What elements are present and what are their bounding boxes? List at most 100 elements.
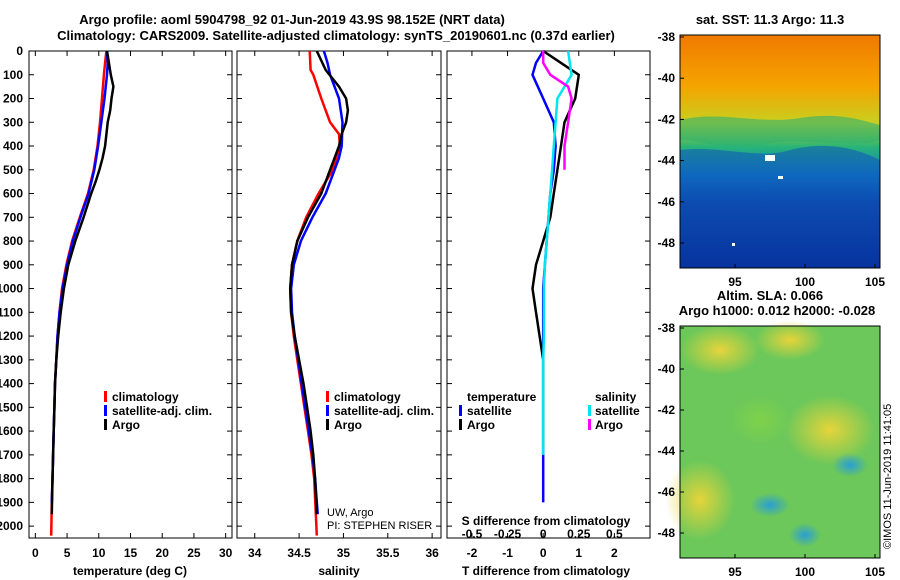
legend-sal-argo: Argo <box>595 418 623 432</box>
map-x-tick-label: 95 <box>728 565 742 579</box>
sla-map-title-line1: Altim. SLA: 0.066 <box>717 288 823 303</box>
series-line-climatology <box>49 50 108 536</box>
sla-map <box>665 320 881 559</box>
figure-title-line1: Argo profile: aoml 5904798_92 01-Jun-201… <box>79 12 505 27</box>
legend-swatch-argo <box>104 419 107 430</box>
depth-tick-label: 800 <box>3 234 23 248</box>
depth-axis: 0 100 200 300 400 500 600 700 800 900 1000 1100 1200… <box>0 44 650 533</box>
x-tick-label: 20 <box>156 546 170 560</box>
depth-tick-label: 100 <box>3 68 23 82</box>
sla-high-anomaly <box>665 460 735 540</box>
figure-title-line2: Climatology: CARS2009. Satellite-adjuste… <box>57 28 615 43</box>
legend-swatch-climatology <box>326 391 329 402</box>
sla-high-anomaly <box>680 325 760 375</box>
sst-front <box>680 115 880 147</box>
x-tick-label: 36 <box>425 546 439 560</box>
map-y-tick-label: -46 <box>658 485 676 499</box>
depth-tick-label: 300 <box>3 115 23 129</box>
legend-header-salinity: salinity <box>595 390 637 404</box>
secondary-x-tick-label: -0.5 <box>462 527 483 541</box>
secondary-x-tick-label: 0 <box>540 527 547 541</box>
t-difference-xlabel: T difference from climatology <box>462 564 630 578</box>
legend-swatch-satellite <box>326 405 329 416</box>
map-x-tick-label: 105 <box>865 565 885 579</box>
x-tick-label: 30 <box>219 546 233 560</box>
depth-tick-label: 900 <box>3 258 23 272</box>
depth-tick-label: 600 <box>3 187 23 201</box>
legend-temp-argo: Argo <box>467 418 495 432</box>
depth-tick-label: 1300 <box>0 353 23 367</box>
sst-map-frame <box>679 34 881 269</box>
depth-tick-label: 1200 <box>0 329 23 343</box>
map-y-tick-label: -48 <box>658 526 676 540</box>
sla-map-axes: -38 -40 -42 -44 -46 -48 95 100 105 <box>658 321 886 579</box>
sst-map-axes: -38 -40 -42 -44 -46 -48 95 100 105 <box>658 30 886 289</box>
sst-map-title: sat. SST: 11.3 Argo: 11.3 <box>696 12 844 27</box>
depth-tick-label: 200 <box>3 92 23 106</box>
temperature-panel-frame <box>28 50 233 539</box>
sst-map <box>679 34 881 269</box>
map-y-tick-label: -40 <box>658 362 676 376</box>
x-tick-label: 0 <box>540 546 547 560</box>
map-y-tick-label: -44 <box>658 154 676 168</box>
legend-swatch-temp-satellite <box>459 405 462 416</box>
map-x-tick-label: 100 <box>795 275 815 289</box>
map-y-tick-label: -46 <box>658 195 676 209</box>
secondary-x-tick-label: -0.25 <box>494 527 522 541</box>
sla-low-anomaly <box>832 453 868 477</box>
x-tick-label: -1 <box>502 546 513 560</box>
depth-tick-label: 2000 <box>0 519 23 533</box>
depth-tick-label: 1000 <box>0 282 23 296</box>
s-difference-xlabel: S difference from climatology <box>462 514 631 528</box>
x-tick-label: 15 <box>124 546 138 560</box>
legend-header-temperature: temperature <box>467 390 537 404</box>
depth-tick-label: 1500 <box>0 400 23 414</box>
depth-tick-label: 1900 <box>0 495 23 509</box>
credit-line2: PI: STEPHEN RISER <box>327 520 432 532</box>
depth-tick-label: 400 <box>3 139 23 153</box>
sla-map-frame <box>679 325 881 559</box>
credit-line1: UW, Argo <box>327 507 373 519</box>
sst-missing-patch <box>765 155 775 161</box>
sla-mid-anomaly <box>730 395 790 445</box>
series-line-salinity-satellite <box>541 50 573 455</box>
temperature-xlabel: temperature (deg C) <box>73 564 187 578</box>
legend-climatology: climatology <box>112 390 179 404</box>
depth-tick-label: 0 <box>16 44 23 58</box>
sst-cold-region <box>680 145 880 268</box>
map-x-tick-label: 105 <box>865 275 885 289</box>
sla-low-anomaly <box>789 523 821 547</box>
legend-satellite: satellite-adj. clim. <box>334 404 434 418</box>
legend-swatch-climatology <box>104 391 107 402</box>
x-tick-label: 34 <box>248 546 262 560</box>
secondary-x-tick-label: 0.5 <box>606 527 623 541</box>
series-line-argo <box>50 50 115 515</box>
sst-missing-patch <box>778 176 783 179</box>
salinity-panel-frame <box>236 50 442 539</box>
salinity-panel: 34 34.5 35 35.5 36 <box>248 50 439 560</box>
x-tick-label: 35 <box>337 546 351 560</box>
legend-argo: Argo <box>112 418 140 432</box>
depth-tick-label: 500 <box>3 163 23 177</box>
legend-argo: Argo <box>334 418 362 432</box>
depth-tick-label: 1600 <box>0 424 23 438</box>
secondary-x-tick-label: 0.25 <box>567 527 591 541</box>
map-y-tick-label: -48 <box>658 236 676 250</box>
map-y-tick-label: -44 <box>658 444 676 458</box>
depth-tick-label: 1700 <box>0 448 23 462</box>
map-x-tick-label: 100 <box>795 565 815 579</box>
sst-missing-patch <box>732 243 735 246</box>
map-y-tick-label: -38 <box>658 30 676 44</box>
depth-tick-label: 1100 <box>0 305 23 319</box>
legend-swatch-argo <box>326 419 329 430</box>
map-y-tick-label: -38 <box>658 321 676 335</box>
x-tick-label: 1 <box>575 546 582 560</box>
temperature-legend: climatology satellite-adj. clim. Argo <box>104 390 212 432</box>
legend-swatch-sal-satellite <box>588 405 591 416</box>
map-y-tick-label: -42 <box>658 403 676 417</box>
x-tick-label: 2 <box>611 546 618 560</box>
sla-high-anomaly <box>785 395 875 465</box>
legend-swatch-temp-argo <box>459 419 462 430</box>
difference-legend: temperature salinity satellite Argo sate… <box>459 390 640 432</box>
